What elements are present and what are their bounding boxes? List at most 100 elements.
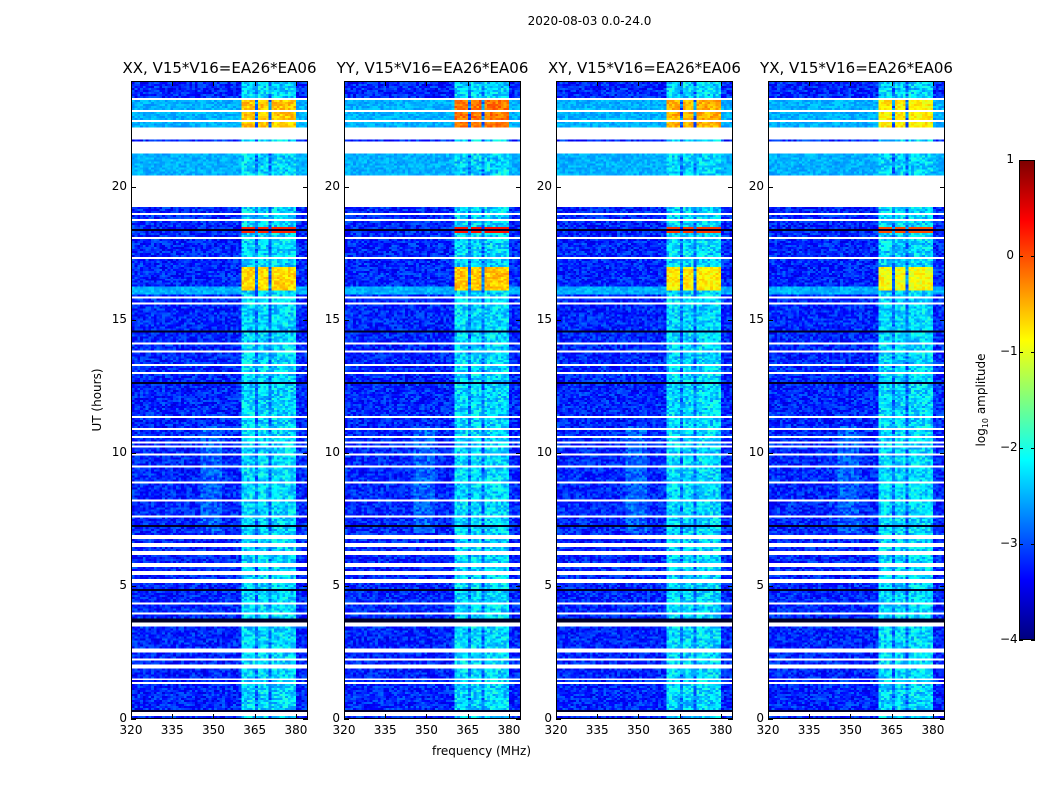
y-tick-right [940, 453, 945, 455]
x-tick-top [508, 81, 510, 86]
colorbar-tick-right [1031, 352, 1035, 353]
x-tick-top [467, 81, 469, 86]
y-tick-label: 5 [756, 578, 764, 593]
y-tick [556, 453, 561, 455]
x-tick-top [638, 81, 640, 86]
y-tick [344, 453, 349, 455]
x-tick-top [426, 81, 428, 86]
y-tick-right [516, 320, 521, 322]
x-tick [597, 714, 599, 719]
x-tick-top [679, 81, 681, 86]
x-tick-label: 350 [415, 723, 438, 737]
y-tick-right [728, 320, 733, 322]
x-tick [254, 714, 256, 719]
y-tick [556, 586, 561, 588]
x-tick-label: 380 [497, 723, 521, 737]
x-tick [213, 714, 215, 719]
y-tick [344, 719, 349, 720]
panel-title: XY, V15*V16=EA26*EA06 [548, 59, 741, 77]
colorbar-tick [1019, 448, 1023, 449]
y-tick-label: 10 [536, 445, 552, 460]
x-tick-label: 365 [456, 723, 480, 737]
y-tick [344, 187, 349, 189]
y-tick-right [303, 320, 308, 322]
x-tick [385, 714, 387, 719]
panel-title: YX, V15*V16=EA26*EA06 [760, 59, 953, 77]
y-tick-label: 20 [536, 179, 552, 194]
colorbar-tick [1019, 640, 1023, 641]
y-tick [556, 320, 561, 322]
x-tick-top [597, 81, 599, 86]
x-tick-label: 365 [880, 723, 904, 737]
x-tick [850, 714, 852, 719]
colorbar-tick-right [1031, 256, 1035, 257]
x-tick-top [172, 81, 174, 86]
x-tick [720, 714, 722, 719]
y-tick-label: 10 [748, 445, 764, 460]
y-tick [131, 719, 136, 720]
y-tick-right [516, 187, 521, 189]
x-tick-top [556, 81, 557, 86]
y-tick [768, 586, 773, 588]
heatmap-image [557, 82, 732, 718]
y-axis-label: UT (hours) [90, 368, 104, 432]
colorbar-tick-label: 0 [1006, 248, 1014, 262]
y-tick [131, 187, 136, 189]
x-tick-label: 335 [797, 723, 821, 737]
colorbar-tick-label: −2 [1000, 440, 1018, 454]
y-tick-right [940, 719, 945, 720]
y-tick [131, 320, 136, 322]
x-tick-top [131, 81, 132, 86]
x-tick-label: 380 [284, 723, 308, 737]
x-tick-label: 320 [756, 723, 780, 737]
heatmap-panel [768, 81, 945, 719]
y-tick [556, 719, 561, 720]
x-tick-label: 380 [709, 723, 733, 737]
x-tick-label: 365 [668, 723, 692, 737]
x-tick-label: 350 [202, 723, 225, 737]
y-tick-label: 10 [111, 445, 127, 460]
x-tick-label: 320 [332, 723, 356, 737]
x-tick [679, 714, 681, 719]
x-tick-label: 335 [373, 723, 397, 737]
y-tick-label: 15 [536, 312, 552, 327]
y-tick-label: 5 [544, 578, 552, 593]
x-tick [467, 714, 469, 719]
y-tick-right [516, 586, 521, 588]
y-tick [768, 187, 773, 189]
x-tick [344, 714, 345, 719]
y-tick-right [728, 187, 733, 189]
x-tick-top [932, 81, 934, 86]
x-tick [426, 714, 428, 719]
y-tick [768, 719, 773, 720]
heatmap-image [345, 82, 520, 718]
x-tick-label: 335 [585, 723, 609, 737]
x-tick-top [385, 81, 387, 86]
colorbar-tick [1019, 256, 1023, 257]
x-tick [295, 714, 297, 719]
colorbar [1019, 160, 1035, 640]
x-tick-label: 320 [119, 723, 143, 737]
x-tick-top [720, 81, 722, 86]
x-tick-top [850, 81, 852, 86]
y-tick-label: 20 [111, 179, 127, 194]
y-tick-right [940, 187, 945, 189]
y-tick [556, 187, 561, 189]
colorbar-tick-label: −1 [1000, 344, 1018, 358]
y-tick-right [303, 719, 308, 720]
heatmap-panel [556, 81, 733, 719]
y-tick-right [728, 586, 733, 588]
y-tick [344, 586, 349, 588]
colorbar-tick-right [1031, 160, 1035, 161]
x-tick [131, 714, 132, 719]
x-tick-top [213, 81, 215, 86]
x-tick [508, 714, 510, 719]
colorbar-tick-right [1031, 544, 1035, 545]
y-tick-right [940, 586, 945, 588]
x-tick [768, 714, 769, 719]
y-tick-label: 0 [544, 711, 552, 725]
y-tick-label: 5 [119, 578, 127, 593]
colorbar-tick [1019, 352, 1023, 353]
y-tick-right [516, 453, 521, 455]
